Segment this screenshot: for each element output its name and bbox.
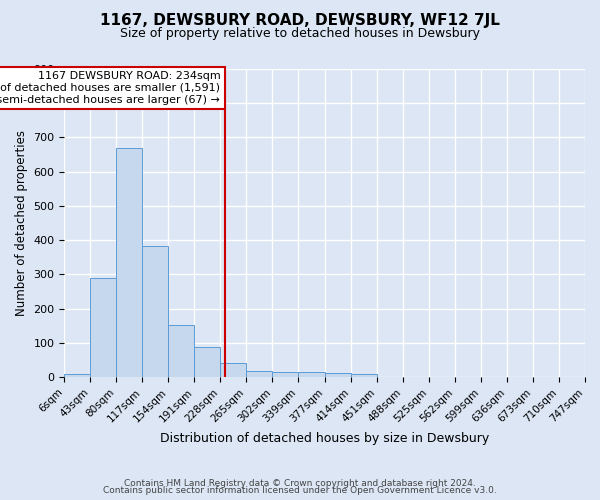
Bar	[194, 348, 220, 377]
Text: Size of property relative to detached houses in Dewsbury: Size of property relative to detached ho…	[120, 28, 480, 40]
Text: 1167, DEWSBURY ROAD, DEWSBURY, WF12 7JL: 1167, DEWSBURY ROAD, DEWSBURY, WF12 7JL	[100, 12, 500, 28]
Bar	[247, 372, 272, 377]
X-axis label: Distribution of detached houses by size in Dewsbury: Distribution of detached houses by size …	[160, 432, 490, 445]
Bar	[220, 362, 247, 377]
Bar	[351, 374, 377, 377]
Bar	[169, 324, 194, 377]
Text: 1167 DEWSBURY ROAD: 234sqm
← 96% of detached houses are smaller (1,591)
4% of se: 1167 DEWSBURY ROAD: 234sqm ← 96% of deta…	[0, 72, 220, 104]
Bar	[272, 372, 298, 377]
Bar	[91, 278, 116, 377]
Y-axis label: Number of detached properties: Number of detached properties	[15, 130, 28, 316]
Bar	[64, 374, 91, 377]
Text: Contains public sector information licensed under the Open Government Licence v3: Contains public sector information licen…	[103, 486, 497, 495]
Bar	[116, 148, 142, 377]
Bar	[142, 246, 169, 377]
Bar	[298, 372, 325, 377]
Text: Contains HM Land Registry data © Crown copyright and database right 2024.: Contains HM Land Registry data © Crown c…	[124, 478, 476, 488]
Bar	[325, 373, 351, 377]
